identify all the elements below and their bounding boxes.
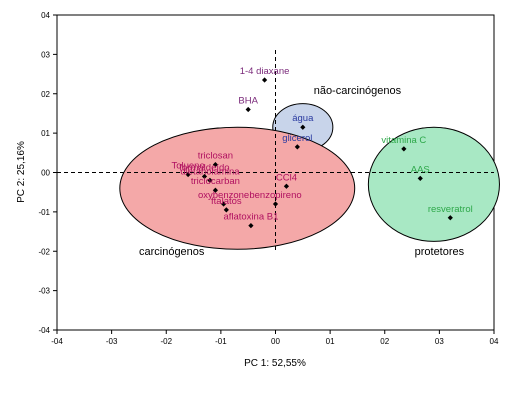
data-point-label: vitamina C [381,135,426,146]
data-point-label: CCl4 [276,172,297,183]
data-point-marker [212,162,219,168]
data-point-marker [248,223,254,229]
data-point-label: oxybenzone [198,190,249,201]
data-point-label: glicerol [282,133,312,144]
group-labels: não-carcinógenos carcinógenos protetores [139,85,465,258]
axis-ticks: -04 -03 -02 -01 00 01 02 03 04 04 03 02 01 00 -01 -02 -0… [38,11,499,346]
data-point-marker [185,171,191,178]
data-point-label: Tolueno [171,160,204,171]
data-point-label: ftalatos [211,196,242,207]
data-point-label: dietanolamina [180,166,240,177]
data-point-label: triclocarban [191,176,240,187]
data-point-label: resveratrol [428,204,473,215]
x-tick-label: -01 [215,337,227,346]
reference-lines [57,50,494,250]
group-label-2: protetores [415,246,465,258]
data-point-label: BHA [238,96,258,107]
x-tick-label: 03 [435,337,444,346]
data-point-marker [401,146,407,152]
group-ellipse-1 [119,126,356,250]
data-point-label: triclosan [198,151,233,162]
y-tick-label: -04 [38,326,50,335]
data-point-label: 1-4 diaxane [240,66,290,77]
data-point-marker [221,201,227,207]
x-tick-label: -02 [160,337,172,346]
y-tick-label: -01 [38,208,50,217]
data-point-label: água [292,113,314,124]
data-point-marker [261,77,268,83]
x-tick-label: 04 [490,337,499,346]
data-point-marker [207,177,213,183]
x-tick-label: 01 [326,337,335,346]
y-tick-label: 01 [41,129,50,138]
data-point-label: aflatoxina B1 [223,212,278,223]
group-label-0: não-carcinógenos [314,85,402,97]
x-tick-label: -04 [51,337,63,346]
data-point-marker [245,106,251,113]
data-point-marker [294,144,300,150]
y-tick-label: -03 [38,287,50,296]
x-tick-label: 02 [380,337,389,346]
data-point-marker [283,183,290,189]
data-point-marker [212,187,219,193]
data-point-marker [201,173,208,180]
y-tick-label: 00 [41,169,50,178]
data-point-marker [223,207,229,213]
y-tick-label: 04 [41,11,50,20]
data-point-marker [272,201,279,207]
data-point-label: AAS [411,164,430,175]
y-tick-label: 03 [41,50,50,59]
data-point-label: benzopireno [249,190,301,201]
x-tick-label: 00 [271,337,280,346]
group-ellipse-2 [367,126,500,242]
data-point-marker [417,175,423,182]
x-tick-label: -03 [106,337,118,346]
group-label-1: carcinógenos [139,246,205,258]
y-axis-label: PC 2: 25,16% [16,141,27,203]
y-tick-label: 02 [41,90,50,99]
x-axis-label: PC 1: 52,55% [244,358,306,369]
data-point-marker [447,215,453,221]
data-points: 1-4 diaxane BHA água glicerol triclosanTolue… [171,66,473,229]
y-tick-label: -02 [38,247,50,256]
data-point-marker [300,124,306,130]
data-point-label: formaldeído [179,162,229,173]
